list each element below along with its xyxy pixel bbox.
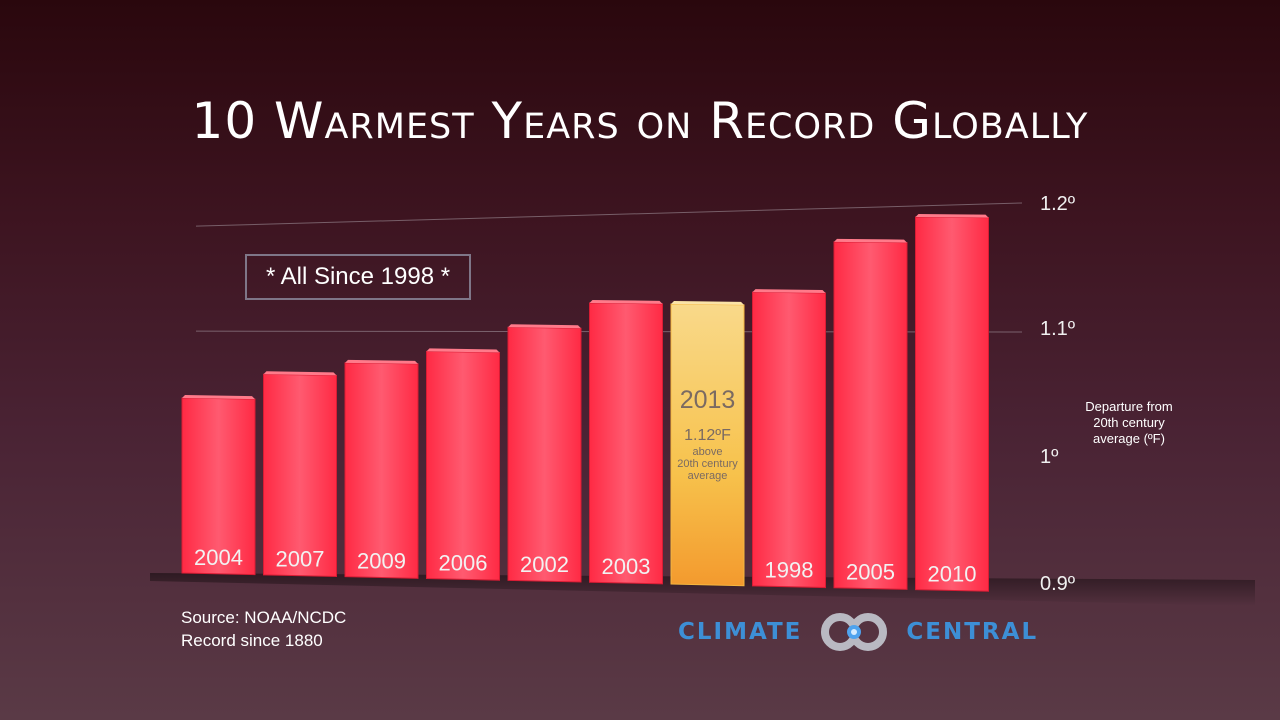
source-note: Source: NOAA/NCDC Record since 1880 — [181, 606, 346, 652]
logo-word-left: CLIMATE — [678, 619, 803, 645]
bar-category-label: 2007 — [276, 547, 325, 572]
bar-category-label: 2004 — [194, 545, 243, 570]
bar-top-cap — [834, 238, 907, 243]
source-line-1: Source: NOAA/NCDC — [181, 608, 347, 627]
logo-word-right: CENTRAL — [906, 619, 1039, 645]
bar-top-cap — [263, 371, 337, 376]
bar — [344, 362, 419, 579]
bar — [507, 326, 582, 583]
bar-category-label: 2009 — [357, 549, 406, 574]
bar-highlight — [670, 303, 745, 587]
y-axis-title-line-1: Departure from — [1085, 399, 1173, 414]
all-since-1998-badge: * All Since 1998 * — [245, 254, 471, 300]
highlight-note-line-2: 20th century — [677, 458, 738, 470]
bar-category-label: 2003 — [602, 554, 651, 579]
highlight-note-line-3: average — [688, 470, 728, 482]
y-axis-title-line-3: average (ºF) — [1093, 431, 1165, 446]
y-tick-label: 1.2º — [1040, 193, 1076, 215]
bar-top-cap — [589, 299, 663, 304]
bar — [426, 350, 500, 581]
bar — [752, 291, 826, 589]
bar-top-cap — [752, 289, 826, 294]
highlight-year-label: 2013 — [680, 386, 736, 414]
climate-central-logo: CLIMATE CENTRAL — [678, 612, 1038, 652]
y-axis-title: Departure from 20th century average (ºF) — [1066, 399, 1192, 447]
y-tick-label: 0.9º — [1040, 573, 1076, 595]
highlight-value-label: 1.12ºF — [684, 427, 731, 444]
bar-category-label: 2006 — [439, 550, 488, 575]
bar-category-label: 2002 — [520, 552, 569, 577]
highlight-note-line-1: above — [693, 446, 723, 458]
y-tick-label: 1.1º — [1040, 318, 1076, 340]
bar — [915, 216, 989, 592]
bar-category-label: 2010 — [928, 561, 977, 586]
gridline — [195, 202, 1023, 227]
bar-top-cap — [426, 348, 500, 353]
source-line-2: Record since 1880 — [181, 631, 323, 650]
bar-top-cap — [182, 395, 255, 400]
bar-category-label: 1998 — [765, 558, 814, 583]
bar — [263, 373, 337, 578]
bar-top-cap — [345, 359, 418, 364]
bar-category-label: 2005 — [846, 560, 895, 585]
bar-top-cap — [508, 324, 581, 329]
bar-top-cap — [671, 300, 744, 305]
y-axis-title-line-2: 20th century — [1093, 415, 1165, 430]
chart-title: 10 Warmest Years on Record Globally — [191, 92, 1089, 150]
bar — [589, 302, 663, 585]
double-ring-logo-icon — [821, 613, 888, 651]
bar-top-cap — [915, 213, 989, 218]
bar — [833, 241, 908, 590]
y-tick-label: 1º — [1040, 446, 1059, 468]
